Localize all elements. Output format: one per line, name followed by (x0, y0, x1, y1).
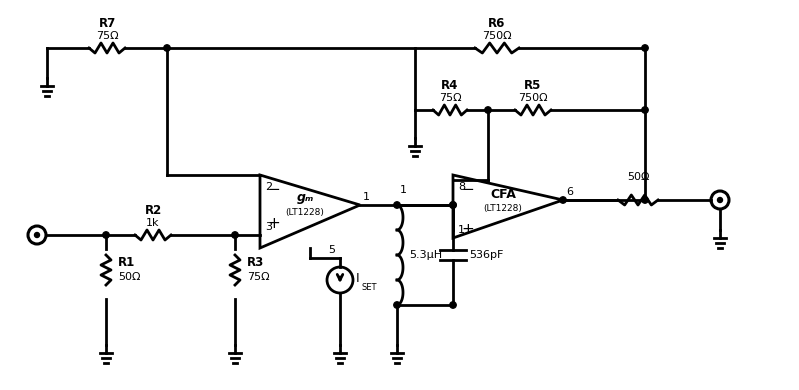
Text: 1: 1 (400, 185, 407, 195)
Circle shape (485, 107, 491, 113)
Text: +: + (268, 216, 280, 230)
Text: 75Ω: 75Ω (96, 31, 118, 41)
Text: 750Ω: 750Ω (482, 31, 512, 41)
Text: R6: R6 (488, 17, 506, 30)
Text: 5.3μH: 5.3μH (409, 250, 442, 260)
Circle shape (394, 302, 400, 308)
Text: R3: R3 (247, 257, 264, 269)
Text: 536pF: 536pF (469, 250, 503, 260)
Text: R1: R1 (118, 257, 135, 269)
Text: (LT1228): (LT1228) (285, 207, 324, 216)
Text: 1: 1 (458, 225, 465, 235)
Text: R5: R5 (524, 79, 542, 92)
Circle shape (34, 232, 39, 238)
Text: −: − (268, 181, 280, 197)
Text: R2: R2 (145, 204, 161, 217)
Text: 5: 5 (328, 245, 336, 255)
Text: SET: SET (362, 283, 377, 292)
Text: 1: 1 (363, 192, 370, 202)
Text: gₘ: gₘ (296, 190, 314, 204)
Circle shape (103, 232, 109, 238)
Circle shape (394, 202, 400, 208)
Circle shape (164, 45, 170, 51)
Circle shape (642, 45, 648, 51)
Text: R4: R4 (441, 79, 459, 92)
Text: +: + (462, 223, 475, 238)
Text: I: I (356, 271, 360, 284)
Circle shape (450, 302, 456, 308)
Circle shape (560, 197, 566, 203)
Text: 50Ω: 50Ω (118, 272, 141, 282)
Circle shape (450, 202, 456, 208)
Circle shape (718, 197, 722, 202)
Text: 1k: 1k (146, 218, 160, 228)
Text: −: − (462, 181, 475, 197)
Text: 50Ω: 50Ω (626, 172, 650, 182)
Circle shape (232, 232, 238, 238)
Text: 75Ω: 75Ω (439, 93, 461, 103)
Text: 75Ω: 75Ω (247, 272, 269, 282)
Text: 8: 8 (458, 182, 465, 192)
Text: 750Ω: 750Ω (519, 93, 548, 103)
Text: 3: 3 (265, 222, 272, 232)
Text: 2: 2 (265, 182, 272, 192)
Circle shape (642, 107, 648, 113)
Text: (LT1228): (LT1228) (483, 204, 523, 213)
Text: 6: 6 (566, 187, 573, 197)
Text: R7: R7 (98, 17, 116, 30)
Circle shape (450, 202, 456, 208)
Text: CFA: CFA (490, 188, 516, 200)
Circle shape (642, 197, 648, 203)
